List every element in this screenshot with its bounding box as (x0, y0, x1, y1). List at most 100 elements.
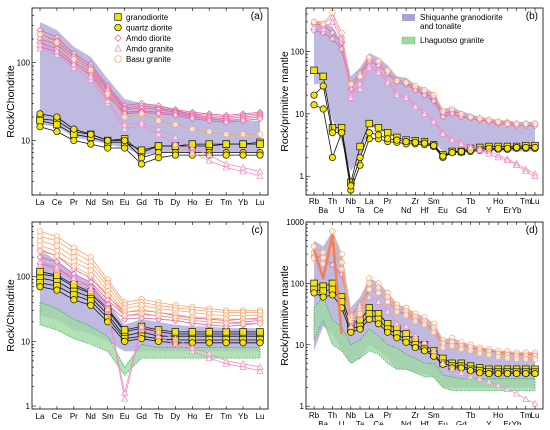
y-tick-label: 1 (300, 172, 305, 181)
x-tick-label: Eu (120, 412, 130, 421)
y-axis-title: Rock/primitive mantle (279, 265, 291, 366)
point-quartz_diorite (87, 301, 95, 309)
x-tick-label: Gd (136, 198, 147, 207)
point-quartz_diorite (531, 370, 539, 378)
point-quartz_diorite (513, 143, 521, 151)
point-quartz_diorite (347, 328, 355, 336)
plot-area (310, 9, 539, 194)
point-quartz_diorite (393, 334, 401, 342)
y-tick-label: 10 (21, 136, 30, 145)
point-basu_granite (467, 347, 474, 354)
point-granodiorite (222, 140, 230, 148)
legend-marker-basu_granite (114, 55, 122, 63)
point-granodiorite (205, 328, 213, 336)
point-basu_granite (402, 312, 410, 319)
point-basu_granite (256, 320, 264, 327)
x-tick-label: Ho (493, 197, 504, 206)
point-amdo_granite (256, 367, 264, 374)
point-granodiorite (319, 72, 327, 81)
point-basu_granite (87, 66, 94, 74)
point-granodiorite (374, 124, 383, 132)
point-amdo_granite (53, 47, 61, 54)
point-basu_granite (356, 73, 364, 80)
point-basu_granite (121, 312, 128, 319)
point-basu_granite (412, 318, 419, 325)
point-basu_granite (504, 355, 511, 362)
y-tick-label: 1000 (286, 218, 304, 227)
point-quartz_diorite (420, 139, 429, 147)
point-amdo_diorite (439, 113, 447, 121)
point-granodiorite (120, 326, 129, 334)
point-basu_granite (206, 128, 213, 135)
x-tick-label: Nd (401, 420, 411, 425)
point-amdo_granite (531, 172, 539, 179)
point-basu_granite (421, 321, 428, 329)
point-quartz_diorite (356, 153, 364, 162)
point-amdo_granite (70, 64, 78, 71)
point-quartz_diorite (319, 105, 327, 113)
point-amdo_granite (171, 133, 179, 141)
point-amdo_granite (239, 360, 247, 367)
point-basu_granite (206, 318, 213, 326)
x-tick-label: Pr (384, 411, 392, 420)
point-amdo_granite (356, 85, 364, 92)
point-amdo_granite (188, 347, 196, 355)
x-tick-label: Nd (86, 412, 96, 421)
field-shiquanhe (40, 22, 260, 156)
y-tick-label: 10 (21, 337, 30, 346)
point-quartz_diorite (53, 113, 61, 121)
point-amdo_granite (374, 68, 383, 76)
point-basu_granite (256, 131, 264, 138)
point-quartz_diorite (384, 135, 392, 143)
point-basu_granite (36, 31, 44, 38)
y-axis-title: Rock/Chondrite (5, 279, 17, 352)
point-amdo_diorite (188, 115, 196, 123)
point-quartz_diorite (121, 337, 129, 345)
field-lhaguotso (313, 296, 536, 391)
point-basu_granite (223, 320, 230, 327)
plot-frame (31, 7, 269, 196)
point-amdo_granite (36, 261, 44, 269)
x-tick-label: Dy (170, 412, 180, 421)
point-basu_granite (448, 105, 456, 113)
point-basu_granite (485, 116, 493, 124)
point-quartz_diorite (411, 138, 419, 146)
point-granodiorite (205, 140, 213, 148)
x-tick-label: Yb (512, 206, 522, 215)
point-basu_granite (70, 56, 77, 63)
panel-c: 1 10 100 La Ce Pr Nd Sm Eu Gd Tb Dy Ho Er Tm Yb Lu Rock/C… (5, 221, 269, 421)
point-quartz_diorite (365, 315, 373, 323)
legend-swatch-shiquanhe (402, 14, 415, 21)
x-tick-label: Ta (356, 206, 365, 215)
point-amdo_diorite (154, 110, 162, 118)
point-amdo_granite (121, 389, 129, 396)
y-tick-label: 1 (26, 402, 31, 411)
x-tick-label: Ho (187, 198, 198, 207)
point-quartz_diorite (402, 338, 410, 346)
point-basu_granite (476, 350, 483, 357)
panel-label: (a) (251, 11, 263, 22)
x-tick-label: La (36, 412, 45, 421)
point-amdo_granite (420, 338, 429, 346)
point-basu_granite (53, 242, 61, 249)
point-amdo_granite (205, 157, 213, 164)
x-tick-label: Sm (102, 412, 114, 421)
point-basu_granite (172, 314, 179, 322)
x-tick-label: Ba (318, 420, 328, 425)
y-axis-title: Rock/primitive mantle (279, 51, 291, 152)
point-basu_granite (138, 110, 145, 117)
x-tick-label: Rb (309, 197, 320, 206)
x-tick-label: Pr (384, 197, 392, 206)
point-amdo_granite (494, 381, 502, 388)
x-tick-label: Ce (373, 206, 384, 215)
point-quartz_diorite (494, 370, 502, 378)
point-quartz_diorite (457, 147, 465, 155)
point-amdo_granite (347, 94, 355, 101)
point-amdo_granite (36, 258, 44, 265)
point-amdo_granite (485, 378, 493, 385)
point-basu_granite (189, 125, 196, 133)
point-amdo_granite (411, 332, 419, 339)
x-tick-label: Rb (309, 411, 320, 420)
